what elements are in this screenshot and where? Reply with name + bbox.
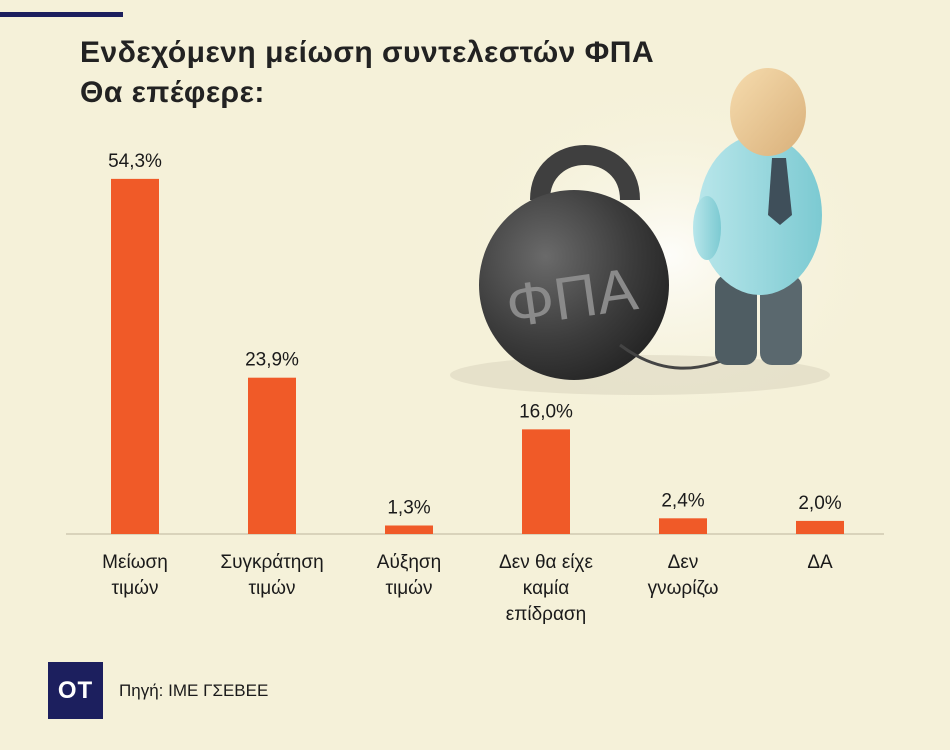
top-accent-rule — [0, 12, 123, 17]
category-label-line: τιμών — [111, 578, 159, 599]
vat-weight-illustration: ΦΠΑ — [450, 68, 885, 435]
bar-0 — [111, 178, 159, 535]
value-label-3: 16,0% — [519, 401, 573, 422]
bar-3 — [522, 429, 570, 534]
category-label-line: Μείωση — [102, 552, 168, 573]
bar-1 — [248, 377, 296, 534]
value-label-2: 1,3% — [387, 497, 430, 518]
bar-5 — [796, 520, 844, 534]
bar-4 — [659, 518, 707, 534]
man-figure — [693, 68, 822, 365]
category-label-1: Συγκράτηση τιμών — [197, 550, 347, 602]
value-label-1: 23,9% — [245, 350, 299, 371]
title-line-2: Θα επέφερε: — [80, 76, 265, 109]
category-label-3: Δεν θα είχε καμία επίδραση — [471, 550, 621, 628]
category-label-line: καμία — [522, 578, 570, 599]
category-label-line: Δεν θα είχε — [499, 552, 593, 573]
value-label-5: 2,0% — [798, 493, 841, 514]
category-label-line: Αύξηση — [376, 552, 442, 573]
category-label-4: Δεν γνωρίζω — [608, 550, 758, 602]
chart-title: Ενδεχόμενη μείωση συντελεστών ΦΠΑ Θα επέ… — [80, 33, 720, 113]
bar-2 — [385, 525, 433, 534]
ot-logo: OT — [48, 662, 103, 719]
category-label-line: Δεν — [667, 552, 699, 573]
category-label-line: Συγκράτηση — [220, 552, 324, 573]
value-labels: 54,3% 23,9% 1,3% 16,0% 2,4% 2,0% — [108, 151, 842, 519]
category-label-line: γνωρίζω — [647, 578, 719, 599]
category-label-5: ΔΑ — [745, 550, 895, 576]
weight-ball — [479, 190, 669, 380]
value-label-4: 2,4% — [661, 490, 704, 511]
source-text: Πηγή: ΙΜΕ ΓΣΕΒΕΕ — [119, 680, 269, 700]
category-label-line: τιμών — [385, 578, 433, 599]
head — [730, 68, 806, 156]
category-label-2: Αύξηση τιμών — [334, 550, 484, 602]
value-label-0: 54,3% — [108, 151, 162, 172]
source-footer: OT Πηγή: ΙΜΕ ΓΣΕΒΕΕ — [48, 662, 268, 719]
category-label-line: τιμών — [248, 578, 296, 599]
category-label-line: επίδραση — [505, 604, 587, 625]
category-label-line: ΔΑ — [807, 552, 833, 573]
title-line-1: Ενδεχόμενη μείωση συντελεστών ΦΠΑ — [80, 36, 655, 69]
bars — [111, 178, 844, 535]
category-label-0: Μείωση τιμών — [60, 550, 210, 602]
tie — [768, 158, 792, 225]
